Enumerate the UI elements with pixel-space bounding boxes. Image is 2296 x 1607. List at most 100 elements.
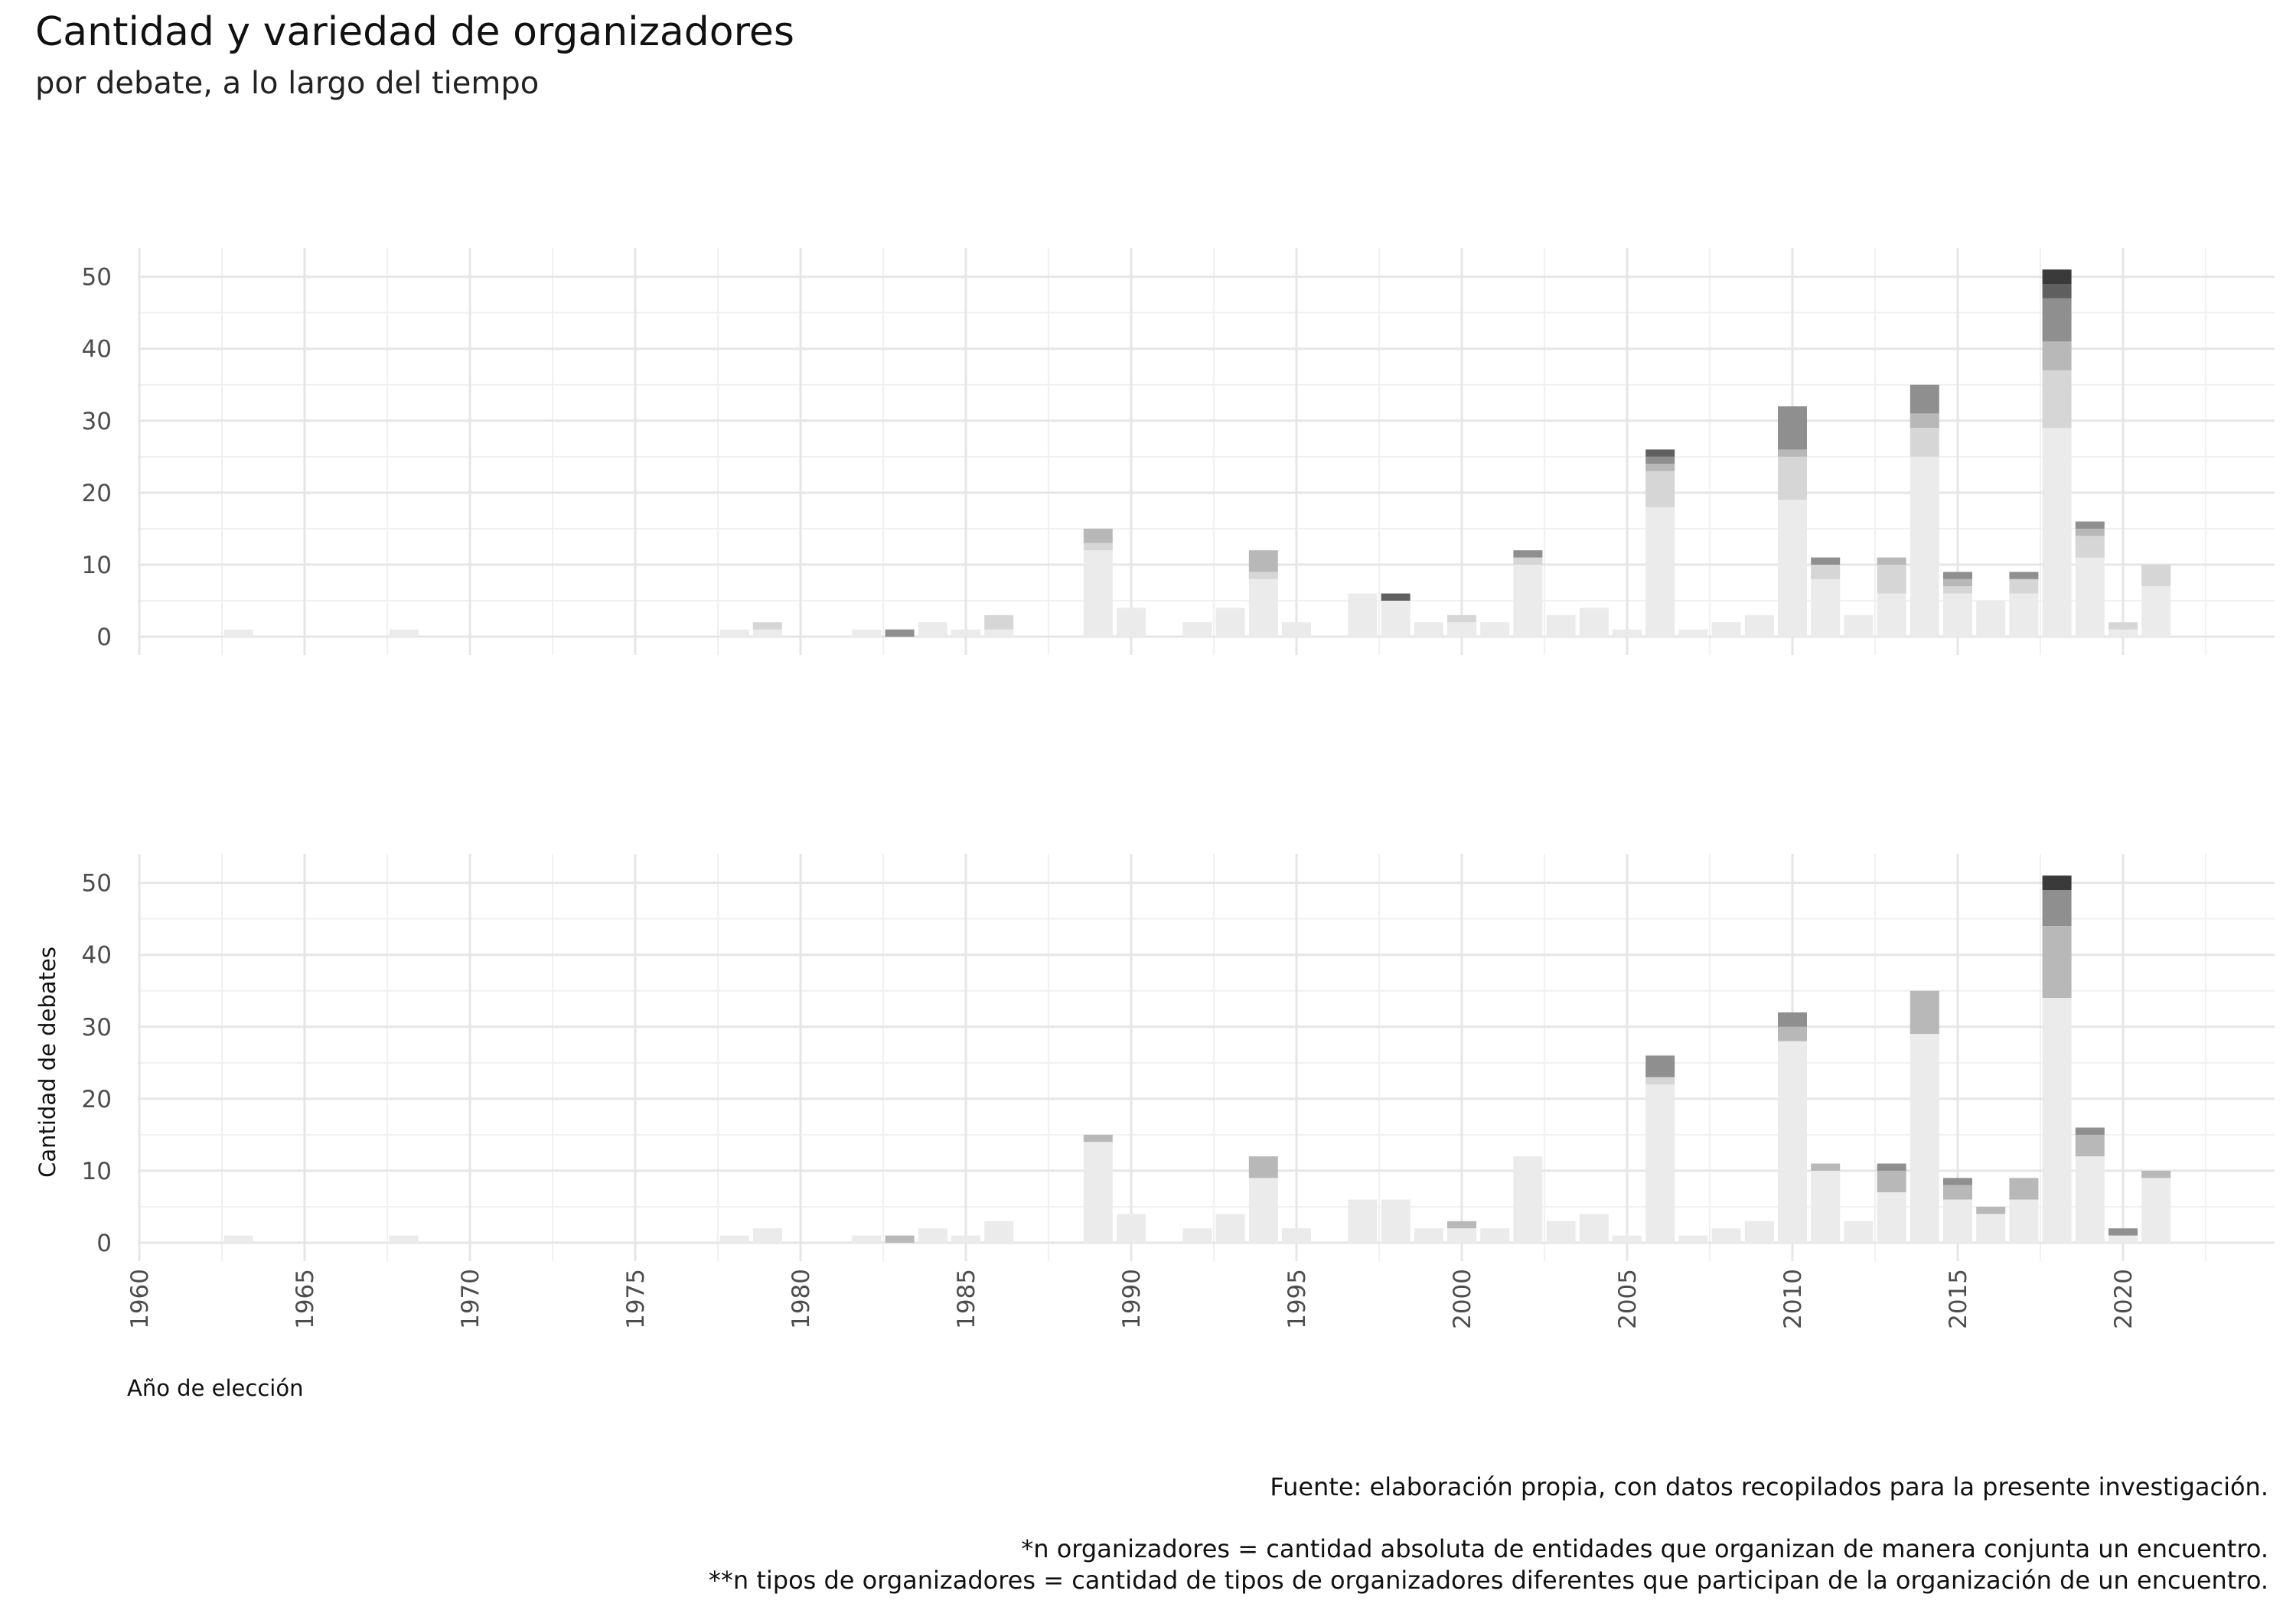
bar-segment [1117, 608, 1146, 637]
bar-segment [1778, 1026, 1807, 1041]
bar-segment [2009, 572, 2039, 579]
bar-segment [1083, 528, 1113, 543]
bar-segment [223, 1235, 253, 1243]
bar-segment [752, 622, 782, 630]
bar-segment [223, 629, 253, 637]
bar-segment [951, 1235, 980, 1243]
bar-segment [1844, 614, 1874, 637]
bar-segment [2042, 926, 2072, 999]
bar-segment [1381, 1199, 1411, 1243]
bar-segment [1645, 456, 1675, 464]
bar-segment [1645, 1084, 1675, 1243]
bar-segment [1976, 1206, 2006, 1214]
bar-segment [1182, 622, 1212, 637]
bar-segment [2108, 622, 2138, 630]
bar-segment [1645, 449, 1675, 457]
bar-segment [2108, 1228, 2138, 1236]
bar-segment [1282, 622, 1311, 637]
bar-segment [2075, 536, 2105, 558]
bar-segment [2042, 269, 2072, 285]
note-organizer-types: **n tipos de organizadores = cantidad de… [708, 1566, 2268, 1595]
bar-segment [1844, 1221, 1874, 1243]
bar-segment [1645, 1055, 1675, 1077]
bar-segment [885, 1235, 915, 1243]
bar-segment [1248, 572, 1278, 579]
bar-segment [1811, 557, 1841, 565]
x-tick-label: 2015 [1945, 1269, 1972, 1329]
bar-segment [2009, 579, 2039, 594]
bar-segment [1910, 1034, 1939, 1243]
bar-segment [918, 622, 947, 637]
bar-segment [1811, 1163, 1841, 1171]
bar-segment [1645, 471, 1675, 507]
bar-segment [1778, 456, 1807, 500]
y-tick-label: 30 [82, 1014, 112, 1041]
bar-segment [1447, 1228, 1476, 1243]
bar-segment [1513, 1156, 1543, 1243]
bar-segment [2075, 557, 2105, 637]
bar-segment [1083, 1134, 1113, 1143]
bar-segment [2141, 1170, 2171, 1178]
bar-segment [1381, 593, 1411, 601]
y-tick-label: 40 [82, 942, 112, 970]
note-organizers: *n organizadores = cantidad absoluta de … [1021, 1534, 2268, 1563]
bar-segment [1645, 464, 1675, 471]
x-tick-label: 1980 [788, 1269, 815, 1329]
bar-segment [1778, 449, 1807, 457]
bar-segment [752, 629, 782, 637]
bar-segment [1613, 1235, 1642, 1243]
bar-segment [1447, 1221, 1476, 1229]
bar-segment [1645, 1077, 1675, 1085]
bar-segment [1811, 1170, 1841, 1243]
bar-segment [1215, 608, 1245, 637]
bar-segment [1976, 1214, 2006, 1243]
bar-segment [1778, 1041, 1807, 1243]
panel-bottom: 0 10 20 30 40 50 1960 1965 1970 1975 1980 1985 1990 1… [82, 854, 2275, 1329]
bar-segment [1546, 1221, 1576, 1243]
bar-segment [1910, 384, 1939, 414]
bar-segment [1943, 572, 1972, 579]
bar-segment [1083, 1142, 1113, 1243]
bar-segment [1877, 1192, 1906, 1243]
bar-segment [1877, 564, 1906, 594]
y-tick-label: 10 [82, 552, 112, 579]
bar-segment [1215, 1214, 1245, 1243]
bar-segment [2108, 1235, 2138, 1243]
bar-segment [1678, 1235, 1708, 1243]
panel-top: 0 10 20 30 40 50 [82, 248, 2275, 655]
bar-segment [1943, 1199, 1972, 1243]
y-tick-label: 20 [82, 1086, 112, 1113]
y-axis-label: Cantidad de debates [34, 947, 60, 1178]
bar-segment [2075, 1134, 2105, 1157]
bar-segment [1414, 622, 1443, 637]
x-tick-label: 1995 [1283, 1269, 1311, 1329]
bar-segment [752, 1228, 782, 1243]
bar-segment [1414, 1228, 1443, 1243]
bar-segment [1613, 629, 1642, 637]
bar-segment [1447, 614, 1476, 623]
bar-segment [1910, 413, 1939, 429]
x-tick-label: 1975 [622, 1269, 650, 1329]
chart-subtitle: por debate, a lo largo del tiempo [35, 66, 540, 101]
bar-segment [1778, 406, 1807, 450]
bar-segment [719, 629, 749, 637]
bar-segment [1579, 1214, 1609, 1243]
bar-segment [852, 629, 882, 637]
bar-segment [1645, 507, 1675, 637]
bar-segment [1282, 1228, 1311, 1243]
bar-segment [918, 1228, 947, 1243]
x-tick-label: 1990 [1118, 1269, 1146, 1329]
bar-segment [1083, 543, 1113, 551]
bar-segment [984, 614, 1014, 630]
x-tick-label: 1970 [457, 1269, 484, 1329]
y-tick-label: 50 [82, 870, 112, 898]
bar-segment [1480, 1228, 1510, 1243]
bar-segment [1744, 614, 1774, 637]
bar-segment [1910, 456, 1939, 637]
bar-segment [852, 1235, 882, 1243]
bar-segment [1877, 593, 1906, 637]
bar-segment [389, 1235, 419, 1243]
x-tick-label: 2000 [1449, 1269, 1476, 1329]
bar-segment [1943, 586, 1972, 594]
bar-segment [1877, 557, 1906, 565]
